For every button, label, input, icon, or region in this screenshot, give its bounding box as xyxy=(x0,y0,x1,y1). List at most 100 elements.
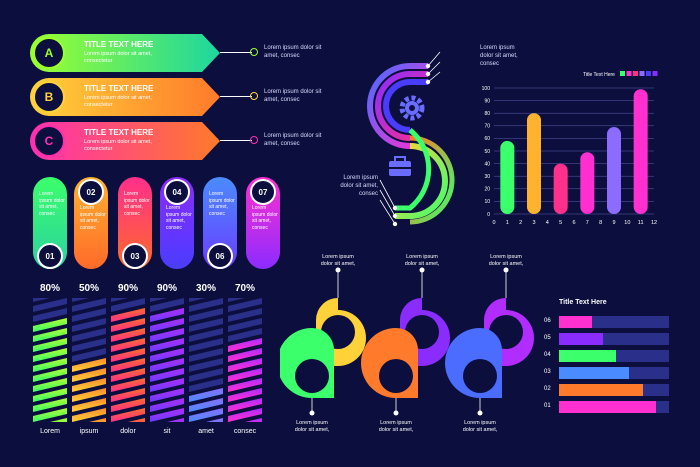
x-tick-label: 12 xyxy=(651,220,657,226)
pill-text: Lorem ipsum dolor sit amet, consec xyxy=(252,205,278,231)
percent-label: 70% xyxy=(234,283,255,294)
pill-number-badge: 07 xyxy=(250,179,276,205)
link-bottom-text: Lorem ipsum xyxy=(464,420,496,426)
percent-bar-label: consec xyxy=(233,428,257,435)
link-bottom-text: dolor sit amet, xyxy=(463,427,498,433)
hbar-label: 03 xyxy=(544,369,551,375)
pill-03: 03 Lorem ipsum dolor sit amet, consec xyxy=(118,177,152,269)
hbar-fill xyxy=(559,350,617,362)
pill-06: 06 Lorem ipsum dolor sit amet, consec xyxy=(203,177,237,269)
chart-bar xyxy=(580,152,595,214)
hbar-label: 05 xyxy=(544,335,551,341)
pill-text: Lorem ipsum dolor sit amet, consec xyxy=(80,205,106,231)
percent-bar-ipsum xyxy=(72,298,106,422)
banner-sub-line: consectetur xyxy=(84,146,113,152)
x-tick-label: 11 xyxy=(638,220,644,226)
legend-swatch xyxy=(652,71,658,76)
banner-title: TITLE TEXT HERE xyxy=(84,40,154,49)
banner-note: Lorem ipsum dolor sit amet, consec xyxy=(264,44,321,60)
banner-note-line: amet, consec xyxy=(264,141,300,147)
percent-label: 80% xyxy=(39,283,60,294)
percent-bar-label: amet xyxy=(198,428,214,435)
y-tick-label: 50 xyxy=(484,149,490,155)
chart-bar xyxy=(553,163,568,214)
banner-connector-dot xyxy=(250,92,258,100)
link-top-text: Lorem ipsum xyxy=(406,254,438,260)
banner-b: B TITLE TEXT HERE Lorem ipsum dolor sit am… xyxy=(30,78,220,116)
y-tick-label: 40 xyxy=(484,161,490,167)
percent-bar-lorem xyxy=(33,298,67,422)
x-tick-label: 3 xyxy=(532,220,535,226)
x-tick-label: 2 xyxy=(519,220,522,226)
s-shape-graphic xyxy=(367,51,455,227)
pill-number-badge: 04 xyxy=(164,179,190,205)
x-tick-label: 6 xyxy=(572,220,575,226)
percent-bar-label: ipsum xyxy=(79,428,99,435)
hbar-chart-title: Title Text Here xyxy=(559,299,607,306)
pill-number-badge: 02 xyxy=(78,179,104,205)
y-tick-label: 0 xyxy=(487,212,490,218)
legend-swatch xyxy=(646,71,651,76)
s-top-note: Lorem ipsum dolor sit amet, consec xyxy=(480,45,518,67)
banner-connector xyxy=(220,52,252,53)
banner-subtitle: Lorem ipsum dolor sit amet, consectetur xyxy=(84,95,152,109)
x-tick-label: 5 xyxy=(559,220,562,226)
percent-bar-dolor xyxy=(111,298,145,422)
briefcase-icon xyxy=(389,156,411,176)
hbar-fill xyxy=(559,384,643,396)
legend-swatch xyxy=(620,71,625,76)
banner-title: TITLE TEXT HERE xyxy=(84,84,154,93)
hbar-fill xyxy=(559,333,603,345)
x-tick-label: 9 xyxy=(612,220,615,226)
percent-bar-sit xyxy=(150,298,184,422)
banner-shape xyxy=(30,78,220,116)
y-tick-label: 30 xyxy=(484,174,490,180)
pill-04: 04 Lorem ipsum dolor sit amet, consec xyxy=(160,177,194,269)
pill-text: Lorem ipsum dolor sit amet, consec xyxy=(124,191,150,217)
link-top-text: dolor sit amet, xyxy=(405,261,440,267)
chart-bar xyxy=(527,113,541,214)
chart-bar xyxy=(607,127,621,214)
legend-swatch xyxy=(633,71,638,76)
y-tick-label: 80 xyxy=(484,111,490,117)
link-bottom-text: dolor sit amet, xyxy=(295,427,330,433)
s-upper-arc-1 xyxy=(367,63,428,149)
link-top-text: Lorem ipsum xyxy=(322,254,354,260)
x-tick-label: 0 xyxy=(492,220,495,226)
y-tick-label: 20 xyxy=(484,187,490,193)
percent-bar-label: Lorem xyxy=(40,428,60,435)
link-top-text: dolor sit amet, xyxy=(321,261,356,267)
banner-letter-badge: B xyxy=(33,81,65,113)
percent-label: 30% xyxy=(195,283,216,294)
y-tick-label: 100 xyxy=(482,86,491,92)
pill-02: 02 Lorem ipsum dolor sit amet, consec xyxy=(74,177,108,269)
banner-shape xyxy=(30,122,220,160)
banner-note-line: Lorem ipsum dolor sit xyxy=(264,45,322,51)
banner-note: Lorem ipsum dolor sit amet, consec xyxy=(264,132,321,148)
banner-subtitle: Lorem ipsum dolor sit amet, consectetur xyxy=(84,51,152,65)
hbar-label: 04 xyxy=(544,352,551,358)
percent-label: 90% xyxy=(117,283,138,294)
banner-a: A TITLE TEXT HERE Lorem ipsum dolor sit am… xyxy=(30,34,220,72)
s-upper-arc-3 xyxy=(383,79,428,133)
chart-bar xyxy=(500,140,515,214)
banner-connector-dot xyxy=(250,48,258,56)
banner-letter-badge: A xyxy=(33,37,65,69)
banner-sub-line: Lorem ipsum dolor sit amet, xyxy=(84,51,152,57)
hbar-fill xyxy=(559,316,592,328)
link-top-text: Lorem ipsum xyxy=(490,254,522,260)
pill-number-badge: 06 xyxy=(207,243,233,269)
banner-note-line: amet, consec xyxy=(264,97,300,103)
percent-bar-label: dolor xyxy=(120,428,136,435)
link-bottom-text: Lorem ipsum xyxy=(296,420,328,426)
hbar-label: 06 xyxy=(544,318,551,324)
banner-note-line: Lorem ipsum dolor sit xyxy=(264,89,322,95)
x-tick-label: 10 xyxy=(624,220,630,226)
x-tick-label: 8 xyxy=(599,220,602,226)
y-tick-label: 70 xyxy=(484,124,490,130)
s-left-note: Lorem ipsum dolor sit amet, consec xyxy=(340,175,378,197)
link-bottom-text: Lorem ipsum xyxy=(380,420,412,426)
legend-swatch xyxy=(639,71,645,76)
